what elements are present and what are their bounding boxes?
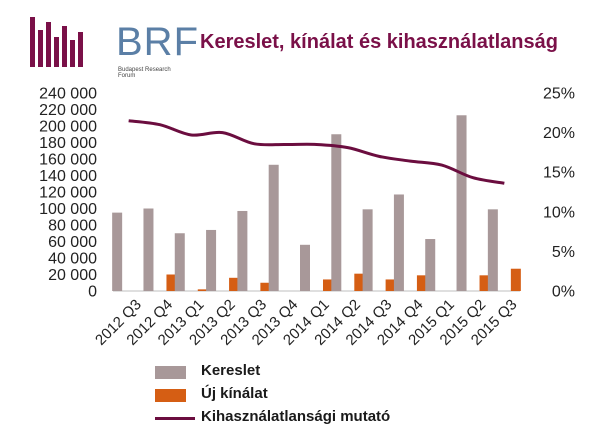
y-right-tick-label: 5% <box>552 244 575 261</box>
line-vacancy <box>128 119 505 185</box>
bar-demand <box>331 134 342 291</box>
logo-text: BRF <box>116 20 199 64</box>
bar-supply <box>510 268 521 291</box>
y-left-tick-label: 100 000 <box>39 201 97 218</box>
legend-swatch-supply <box>155 389 186 402</box>
bar-demand <box>174 233 185 291</box>
y-left-tick-label: 240 000 <box>39 86 97 103</box>
bar-demand <box>487 209 498 291</box>
bar-supply <box>385 279 396 291</box>
y-left-tick-label: 20 000 <box>48 267 97 284</box>
y-left-tick-label: 40 000 <box>48 251 97 268</box>
bar-demand <box>456 115 467 292</box>
y-right-tick-label: 10% <box>543 204 575 221</box>
logo-bars-icon <box>30 17 83 67</box>
chart-title: Kereslet, kínálat és kihasználatlanság <box>200 31 558 53</box>
legend-swatch-demand <box>155 366 186 379</box>
legend-swatch-vacancy <box>155 417 195 420</box>
bar-supply <box>479 275 490 291</box>
y-right-tick-label: 0% <box>552 284 575 301</box>
bar-demand <box>425 239 436 291</box>
bar-demand <box>300 244 310 291</box>
y-left-tick-label: 140 000 <box>39 168 97 185</box>
bar-supply <box>354 273 365 291</box>
bar-demand <box>362 209 373 291</box>
bar-demand <box>206 229 217 291</box>
legend-label-supply: Új kínálat <box>201 385 268 402</box>
y-left-tick-label: 60 000 <box>48 234 97 251</box>
bar-supply <box>416 275 427 291</box>
bar-demand <box>268 164 279 291</box>
legend-label-vacancy: Kihasználatlansági mutató <box>201 408 391 425</box>
y-left-tick-label: 160 000 <box>39 152 97 169</box>
y-left-tick-label: 220 000 <box>39 102 97 119</box>
legend-label-demand: Kereslet <box>201 362 261 379</box>
y-left-tick-label: 120 000 <box>39 185 97 202</box>
y-right-tick-label: 20% <box>543 125 575 142</box>
bar-supply <box>260 282 271 291</box>
bar-demand <box>143 208 154 291</box>
y-left-tick-label: 0 <box>88 284 97 301</box>
y-right-tick-label: 25% <box>543 86 575 103</box>
brf-logo: BRF Budapest Research Forum <box>30 12 198 79</box>
bar-demand <box>112 212 123 291</box>
bar-supply <box>229 277 240 291</box>
logo-subtext: Budapest Research Forum <box>118 67 171 79</box>
y-left-tick-label: 80 000 <box>48 218 97 235</box>
y-left-tick-label: 180 000 <box>39 135 97 152</box>
bar-demand <box>237 210 248 291</box>
bar-supply <box>197 289 208 291</box>
bar-supply <box>166 274 177 291</box>
y-right-tick-label: 15% <box>543 165 575 182</box>
bar-demand <box>393 194 404 291</box>
bar-supply <box>323 279 333 291</box>
y-left-tick-label: 200 000 <box>39 119 97 136</box>
